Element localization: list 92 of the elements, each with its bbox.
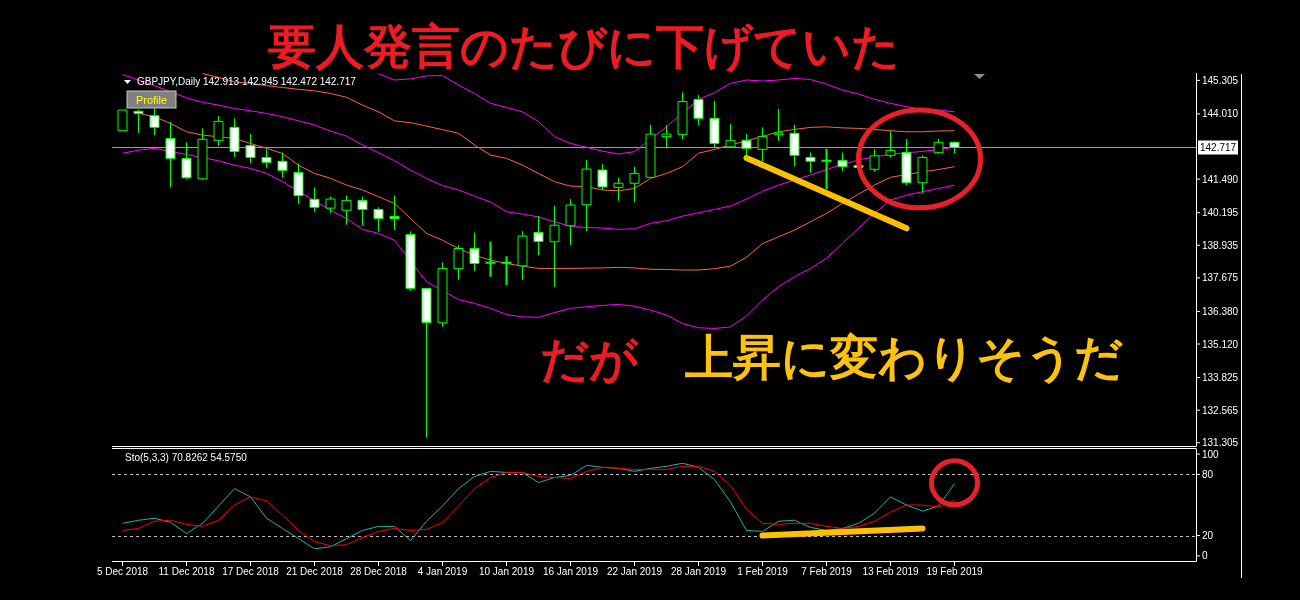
candlestick (165, 121, 176, 188)
candlestick (789, 124, 800, 167)
y-tick-label: 20 (1202, 530, 1214, 542)
candlestick (581, 159, 592, 232)
candlestick (597, 163, 608, 191)
candlestick (741, 133, 752, 158)
annotation: 上昇に変わりそうだ (685, 329, 1123, 385)
y-tick-label: 136.380 (1202, 305, 1239, 317)
candlestick (405, 230, 416, 292)
x-tick-label: 11 Dec 2018 (158, 566, 215, 577)
line-series (122, 147, 955, 329)
candlestick (309, 186, 320, 213)
candlestick (453, 244, 464, 281)
candlestick (869, 148, 880, 173)
x-tick-label: 7 Feb 2019 (801, 566, 853, 577)
candlestick (709, 100, 720, 148)
candlestick (805, 151, 816, 174)
candlestick (341, 194, 352, 226)
candlestick (245, 133, 256, 164)
x-tick-label: 28 Dec 2018 (350, 566, 408, 577)
x-tick-label: 21 Dec 2018 (286, 566, 344, 577)
candlestick (661, 124, 672, 148)
candlestick (325, 195, 336, 214)
y-tick-label: 141.490 (1202, 173, 1239, 185)
y-tick-label: 140.195 (1202, 207, 1239, 219)
line-series (138, 112, 955, 271)
y-tick-label: 100 (1202, 448, 1220, 460)
y-tick-label: 135.120 (1202, 338, 1239, 350)
x-tick-label: 19 Feb 2019 (926, 566, 984, 577)
candlestick (901, 138, 912, 186)
candlestick (885, 130, 896, 159)
candlestick (421, 287, 432, 439)
x-tick-label: 22 Jan 2019 (606, 566, 663, 577)
line-series (202, 73, 955, 192)
ref-line-label: 142.717 (1200, 142, 1237, 153)
candlestick (565, 198, 576, 246)
candlestick (149, 107, 160, 136)
candlestick (773, 108, 784, 142)
annotation: だが (540, 331, 639, 387)
candlestick (133, 109, 144, 134)
candlestick (181, 141, 192, 180)
candlestick (757, 126, 768, 162)
candlestick (693, 94, 704, 126)
y-tick-label: 138.935 (1202, 239, 1239, 251)
x-tick-label: 10 Jan 2019 (478, 566, 535, 577)
candlestick (229, 117, 240, 158)
x-tick-label: 5 Dec 2018 (96, 566, 149, 577)
y-tick-label: 145.305 (1202, 74, 1239, 86)
candlestick (949, 140, 960, 155)
y-tick-label: 133.825 (1202, 372, 1239, 384)
annotation: Profile (135, 93, 168, 106)
candlestick (629, 166, 640, 203)
candlestick (293, 162, 304, 205)
y-tick-label: 137.675 (1202, 272, 1239, 284)
candlestick (117, 109, 128, 132)
candlestick (373, 206, 384, 233)
candlestick (197, 127, 208, 181)
candlestick (933, 138, 944, 155)
y-tick-label: 131.305 (1202, 437, 1239, 449)
candlestick (469, 231, 480, 272)
x-tick-label: 17 Dec 2018 (222, 566, 280, 577)
candlestick (613, 177, 624, 202)
x-tick-label: 4 Jan 2019 (417, 566, 468, 577)
candlestick (484, 240, 497, 278)
x-tick-label: 16 Jan 2019 (542, 566, 599, 577)
candlestick (533, 215, 544, 256)
x-tick-label: 1 Feb 2019 (737, 566, 789, 577)
candlestick (677, 91, 688, 140)
candlestick (261, 148, 272, 169)
candlestick (517, 230, 528, 281)
line-series (378, 73, 955, 155)
candlestick (645, 124, 656, 178)
candlestick (357, 195, 368, 227)
x-tick-label: 13 Feb 2019 (862, 566, 920, 577)
chart-title: Sto(5,3,3) 70.8262 54.5750 (125, 452, 248, 463)
candlestick (213, 115, 224, 147)
y-tick-label: 80 (1202, 468, 1214, 480)
chart-title: 要人発言のたびに下げていた (268, 18, 900, 74)
candlestick (837, 151, 848, 172)
y-tick-label: 132.565 (1202, 404, 1239, 416)
candlestick (820, 148, 833, 191)
button: Profile (126, 90, 177, 109)
candlestick (389, 194, 400, 231)
candlestick (500, 255, 513, 287)
y-tick-label: 0 (1202, 550, 1208, 562)
candlestick (549, 205, 560, 288)
y-tick-label: 144.010 (1202, 108, 1239, 120)
candlestick (917, 154, 928, 194)
candlestick (725, 123, 736, 148)
x-tick-label: 28 Jan 2019 (670, 566, 727, 577)
candlestick (437, 261, 448, 328)
candlestick (277, 151, 288, 179)
